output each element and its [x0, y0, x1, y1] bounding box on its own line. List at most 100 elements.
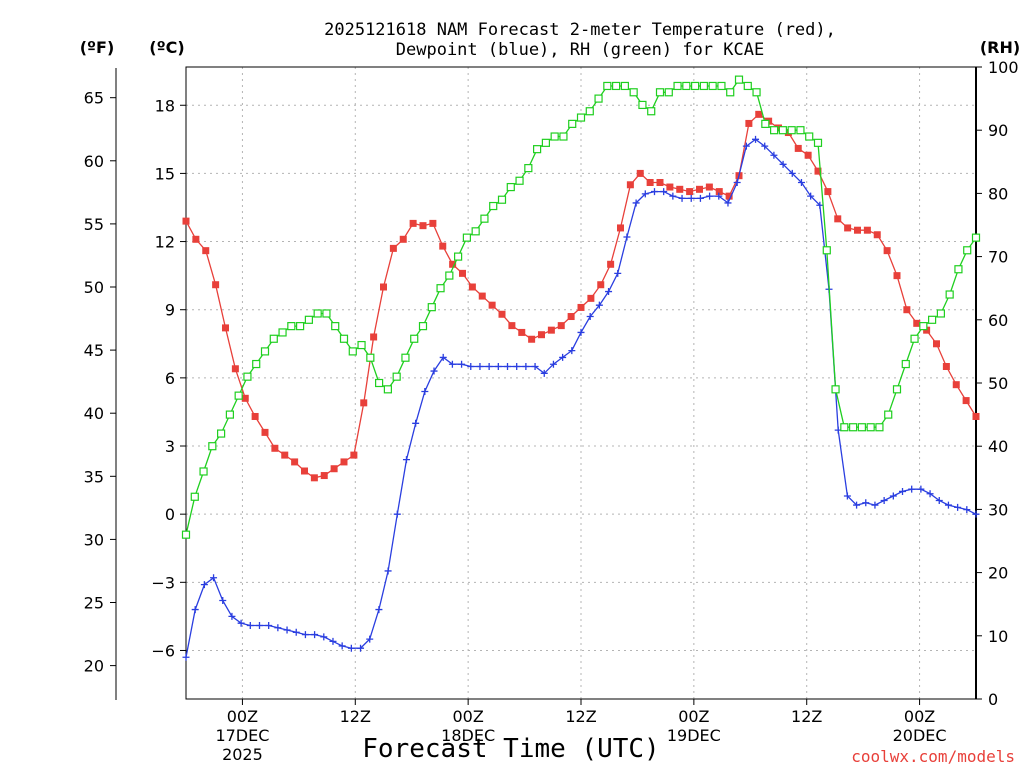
- dewpoint-point: [311, 631, 319, 639]
- fahrenheit-tick-label: 55: [84, 215, 104, 234]
- dewpoint-point: [706, 192, 714, 200]
- rh-point: [383, 385, 392, 394]
- fahrenheit-unit-label: (ºF): [80, 38, 115, 57]
- temperature-point: [212, 281, 220, 289]
- dewpoint-point: [366, 635, 374, 643]
- dewpoint-point: [210, 574, 218, 582]
- rh-point: [331, 322, 340, 331]
- dewpoint-point: [182, 653, 190, 661]
- celsius-tick-label: 9: [165, 301, 175, 320]
- rh-point: [471, 227, 480, 236]
- rh-point: [410, 334, 419, 343]
- temperature-point: [883, 247, 891, 255]
- rh-tick-label: 20: [988, 564, 1008, 583]
- fahrenheit-tick-label: 50: [84, 278, 104, 297]
- axes: 20253035404550556065−6−30369121518010203…: [84, 58, 1019, 764]
- temperature-point: [459, 269, 466, 277]
- temperature-point: [399, 235, 407, 243]
- rh-point: [313, 309, 322, 318]
- rh-point: [936, 309, 945, 318]
- temperature-point: [972, 412, 980, 420]
- temperature-point: [646, 178, 654, 186]
- temperature-point: [518, 328, 526, 336]
- temperature-point: [587, 294, 595, 302]
- temperature-point: [725, 192, 733, 200]
- dewpoint-point: [843, 492, 851, 500]
- time-tick-label: 12Z: [340, 707, 371, 726]
- celsius-tick-label: 15: [155, 164, 175, 183]
- temperature-point: [597, 281, 605, 289]
- time-tick-label: 00Z: [227, 707, 258, 726]
- rh-point: [629, 88, 638, 97]
- fahrenheit-tick-label: 45: [84, 341, 104, 360]
- dewpoint-point: [393, 510, 401, 518]
- temperature-point: [281, 451, 289, 459]
- rh-tick-label: 10: [988, 627, 1008, 646]
- temperature-point: [557, 322, 565, 330]
- rh-point: [717, 81, 726, 91]
- dewpoint-point: [255, 621, 263, 629]
- rh-point: [594, 94, 603, 103]
- rh-point: [506, 182, 515, 192]
- rh-point: [708, 81, 717, 91]
- dewpoint-point: [954, 503, 962, 511]
- dewpoint-point: [779, 160, 787, 168]
- rh-tick-label: 60: [988, 311, 1008, 330]
- temperature-point: [952, 381, 960, 389]
- x-axis-title: Forecast Time (UTC): [362, 734, 659, 764]
- fahrenheit-tick-label: 30: [84, 530, 104, 549]
- temperature-point: [419, 222, 427, 230]
- dewpoint-point: [788, 169, 796, 177]
- dewpoint-point: [632, 199, 640, 207]
- time-tick-label: 00Z: [452, 707, 483, 726]
- temperature-point: [528, 335, 536, 343]
- rh-point: [638, 100, 647, 110]
- dewpoint-point: [650, 188, 658, 196]
- rh-point: [734, 75, 744, 84]
- rh-point: [901, 359, 910, 369]
- temperature-point: [686, 188, 694, 196]
- date-tick-label: 19DEC: [667, 726, 721, 745]
- rh-tick-label: 90: [988, 121, 1008, 140]
- dewpoint-point: [531, 363, 539, 371]
- dewpoint-point: [430, 367, 438, 375]
- year-tick-label: 2025: [222, 745, 263, 764]
- dewpoint-point: [641, 190, 649, 198]
- rh-point: [489, 201, 498, 211]
- dewpoint-point: [458, 360, 466, 368]
- temperature-point: [942, 363, 950, 371]
- dewpoint-point: [935, 497, 943, 505]
- temperature-point: [854, 226, 861, 234]
- dewpoint-point: [265, 621, 273, 629]
- dewpoint-point: [402, 456, 410, 464]
- dewpoint-point: [577, 328, 585, 336]
- rh-point: [533, 145, 542, 154]
- dewpoint-point: [696, 194, 704, 202]
- rh-point: [348, 347, 357, 356]
- temperature-point: [439, 242, 447, 250]
- temperature-point: [320, 472, 328, 480]
- date-tick-label: 18DEC: [441, 726, 495, 745]
- rh-tick-label: 40: [988, 437, 1008, 456]
- celsius-tick-label: 6: [165, 369, 175, 388]
- temperature-point: [182, 217, 190, 225]
- rh-point: [726, 88, 735, 97]
- temperature-point: [251, 412, 259, 420]
- temperature-point: [893, 272, 901, 280]
- celsius-tick-label: 0: [165, 505, 175, 524]
- data-series: [181, 75, 981, 661]
- rh-point: [673, 81, 682, 91]
- rh-point: [243, 372, 252, 381]
- dewpoint-point: [761, 142, 769, 150]
- temperature-point: [488, 301, 496, 309]
- temperature-point: [231, 365, 239, 373]
- rh-point: [497, 195, 507, 204]
- temperature-point: [873, 231, 881, 239]
- dewpoint-point: [660, 188, 668, 196]
- rh-point: [664, 88, 673, 97]
- dewpoint-point: [871, 501, 879, 509]
- fahrenheit-tick-label: 20: [84, 657, 104, 676]
- temperature-point: [607, 260, 615, 268]
- temperature-point: [804, 151, 812, 159]
- temperature-point: [301, 467, 308, 475]
